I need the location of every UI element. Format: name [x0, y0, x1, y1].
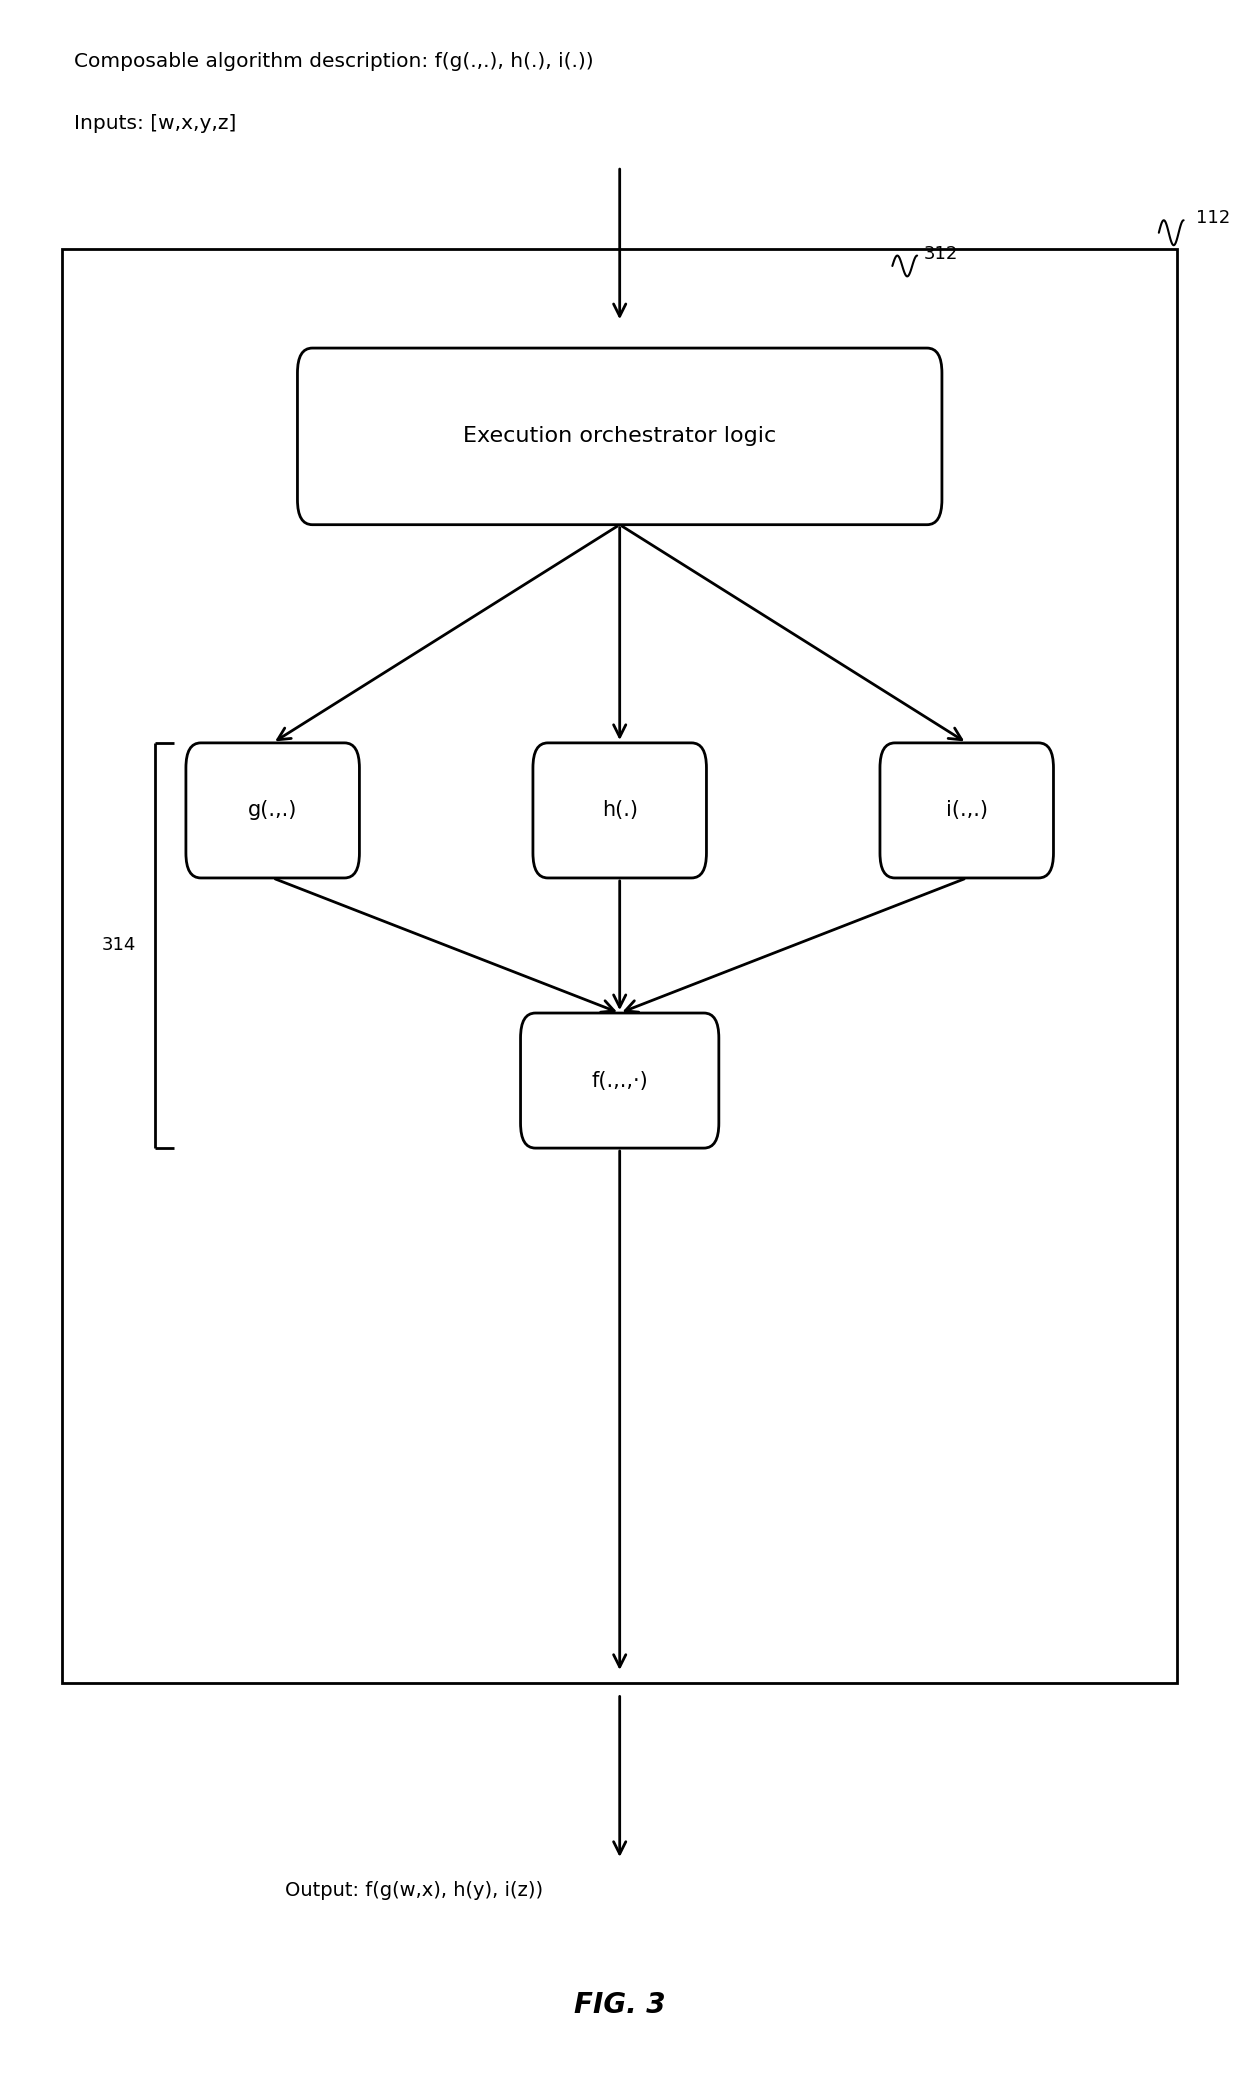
Bar — [62, 249, 1178, 1683]
Text: 112: 112 — [1197, 210, 1230, 227]
Text: Composable algorithm description: f(g(.,.), h(.), i(.)): Composable algorithm description: f(g(.,… — [74, 52, 594, 71]
Text: f(.,.,·): f(.,.,·) — [591, 1070, 649, 1091]
FancyBboxPatch shape — [521, 1014, 719, 1147]
FancyBboxPatch shape — [533, 744, 707, 879]
Text: FIG. 3: FIG. 3 — [574, 1991, 666, 2020]
FancyBboxPatch shape — [186, 744, 360, 879]
Text: i(.,.): i(.,.) — [946, 800, 988, 821]
Text: 312: 312 — [924, 245, 957, 262]
Text: Output: f(g(w,x), h(y), i(z)): Output: f(g(w,x), h(y), i(z)) — [285, 1881, 543, 1899]
FancyBboxPatch shape — [880, 744, 1054, 879]
FancyBboxPatch shape — [298, 349, 942, 526]
Text: h(.): h(.) — [601, 800, 637, 821]
Text: g(.,.): g(.,.) — [248, 800, 298, 821]
Text: Execution orchestrator logic: Execution orchestrator logic — [463, 426, 776, 447]
Text: 314: 314 — [102, 937, 136, 954]
Text: Inputs: [w,x,y,z]: Inputs: [w,x,y,z] — [74, 114, 237, 133]
